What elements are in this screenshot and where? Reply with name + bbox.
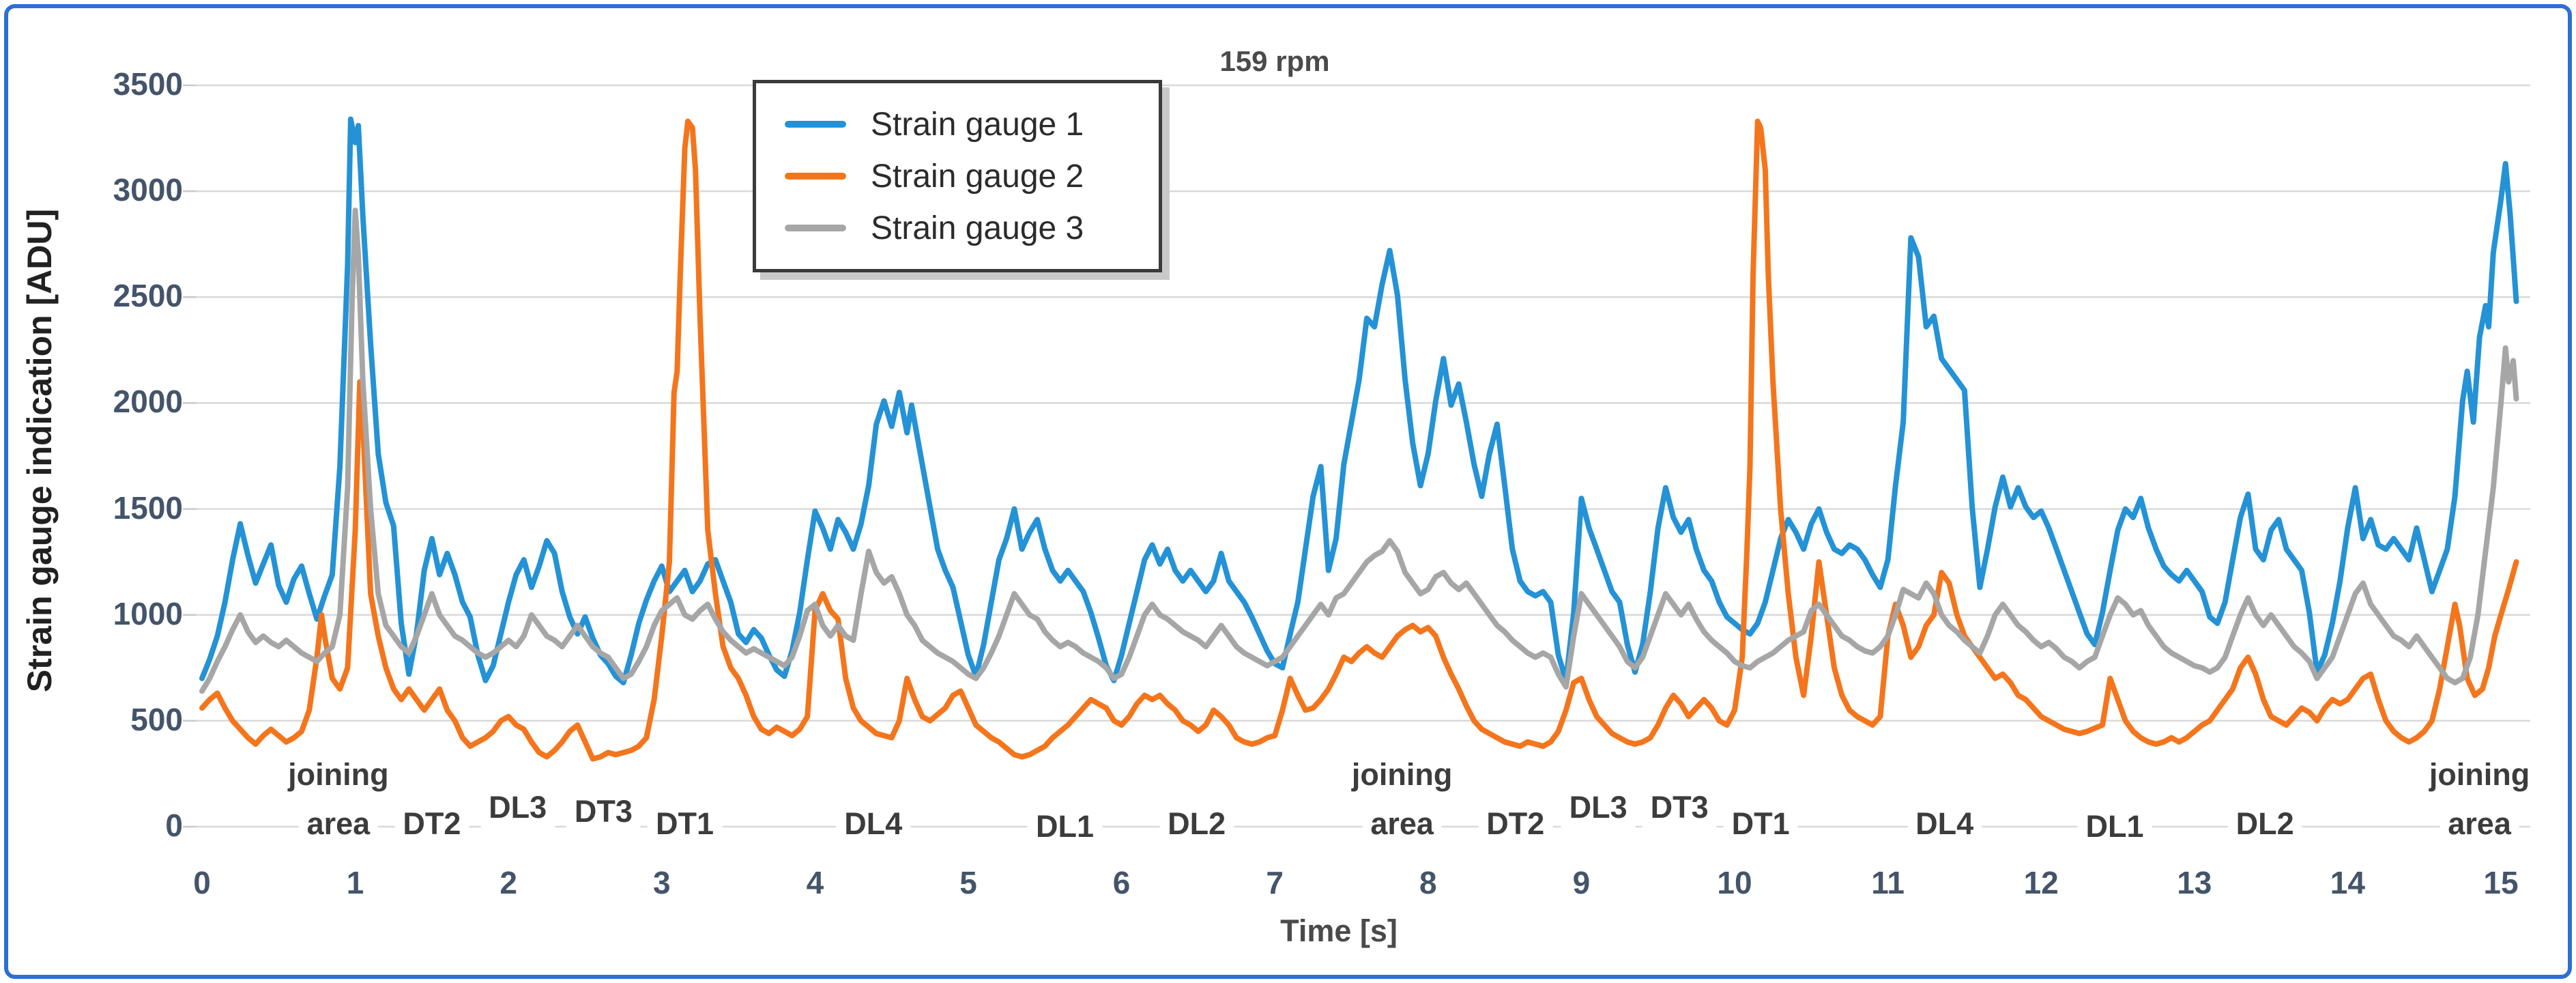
x-tick-label: 5 (959, 865, 977, 900)
x-tick-label: 4 (806, 865, 824, 900)
legend-label: Strain gauge 2 (871, 158, 1084, 195)
y-tick-label: 2500 (113, 278, 183, 314)
x-tick-label: 14 (2330, 865, 2365, 900)
y-tick-label: 3500 (113, 66, 183, 102)
annotation-label: DT3 (1642, 785, 1717, 830)
legend-swatch-icon (785, 225, 846, 231)
annotation-label: DL2 (1159, 801, 1234, 846)
y-tick-label: 2000 (113, 384, 183, 420)
legend-row: Strain gauge 2 (785, 150, 1152, 202)
y-tick-label: 1500 (113, 489, 183, 526)
y-tick-label: 500 (130, 701, 183, 737)
legend-swatch-icon (785, 121, 846, 128)
x-axis-title: Time [s] (1280, 913, 1398, 948)
x-tick-label: 8 (1419, 865, 1437, 900)
legend-row: Strain gauge 3 (785, 202, 1152, 254)
annotation-label: joining (2420, 752, 2538, 797)
x-tick-label: 12 (2023, 865, 2059, 900)
annotation-label: DL4 (1907, 801, 1982, 846)
series-line-3 (199, 208, 2519, 694)
x-tick-label: 15 (2483, 865, 2519, 900)
x-tick-label: 3 (653, 865, 671, 900)
annotation-label: DT1 (1723, 801, 1798, 846)
legend-label: Strain gauge 3 (871, 210, 1084, 246)
annotation-label: area (298, 801, 379, 846)
x-tick-label: 13 (2177, 865, 2212, 900)
x-tick-label: 2 (500, 865, 517, 900)
x-tick-label: 1 (346, 865, 364, 900)
annotation-label: DL1 (2077, 804, 2152, 849)
chart-title: 159 rpm (1219, 45, 1330, 77)
annotation-label: joining (280, 752, 397, 797)
annotation-label: joining (1343, 752, 1461, 797)
x-tick-label: 7 (1266, 865, 1284, 900)
legend-row: Strain gauge 1 (785, 98, 1152, 150)
annotation-label: DL1 (1027, 804, 1102, 849)
y-tick-label: 1000 (113, 595, 183, 631)
x-tick-label: 6 (1112, 865, 1131, 900)
annotation-label: DT2 (1478, 801, 1553, 846)
legend-label: Strain gauge 1 (871, 106, 1084, 143)
annotation-label: DT1 (647, 801, 722, 846)
annotation-label: area (2440, 801, 2519, 846)
y-tick-label: 0 (165, 808, 183, 843)
annotation-label: area (1362, 801, 1442, 846)
y-tick-label: 3000 (113, 172, 183, 208)
legend-swatch-icon (785, 173, 846, 180)
annotation-label: DT3 (566, 789, 641, 834)
annotation-label: DL2 (2227, 801, 2302, 846)
x-tick-label: 11 (1871, 865, 1905, 900)
x-tick-label: 9 (1572, 865, 1591, 900)
series-line-1 (199, 116, 2519, 685)
annotation-label: DL3 (480, 785, 555, 830)
annotation-label: DL3 (1561, 785, 1636, 830)
x-tick-label: 10 (1717, 865, 1752, 900)
series-line-2 (199, 118, 2519, 762)
x-tick-label: 0 (193, 865, 211, 900)
legend: Strain gauge 1 Strain gauge 2 Strain gauge… (753, 80, 1162, 272)
annotation-label: DT2 (394, 801, 469, 846)
annotation-label: DL4 (836, 801, 911, 846)
